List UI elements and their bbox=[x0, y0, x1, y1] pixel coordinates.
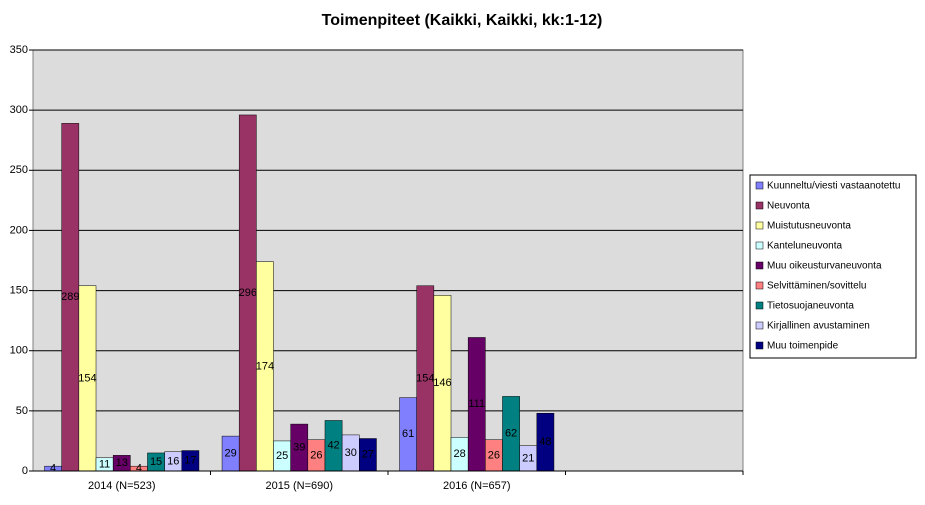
chart-title: Toimenpiteet (Kaikki, Kaikki, kk:1-12) bbox=[322, 12, 603, 29]
legend-swatch bbox=[755, 221, 764, 230]
data-label: 146 bbox=[433, 377, 451, 389]
data-label: 26 bbox=[310, 449, 322, 461]
legend-swatch bbox=[755, 201, 764, 210]
legend-swatch bbox=[755, 341, 764, 350]
data-label: 17 bbox=[184, 455, 196, 467]
y-tick-label: 100 bbox=[10, 345, 28, 357]
data-label: 15 bbox=[150, 456, 162, 468]
legend-swatch bbox=[755, 301, 764, 310]
data-label: 13 bbox=[116, 457, 128, 469]
data-label: 30 bbox=[345, 447, 357, 459]
legend-label: Kanteluneuvonta bbox=[767, 241, 843, 252]
data-label: 48 bbox=[539, 436, 551, 448]
data-label: 111 bbox=[468, 398, 485, 410]
data-label: 154 bbox=[78, 372, 96, 384]
legend-label: Muu oikeusturvaneuvonta bbox=[767, 261, 882, 272]
x-tick-label: 2014 (N=523) bbox=[88, 480, 156, 492]
data-label: 21 bbox=[522, 452, 534, 464]
data-label: 29 bbox=[224, 447, 236, 459]
legend-swatch bbox=[755, 261, 764, 270]
legend-swatch bbox=[755, 181, 764, 190]
y-tick-label: 350 bbox=[10, 44, 28, 56]
x-tick-label: 2016 (N=657) bbox=[443, 480, 511, 492]
data-label: 61 bbox=[402, 428, 414, 440]
data-label: 289 bbox=[61, 291, 79, 303]
data-label: 4 bbox=[50, 463, 56, 475]
data-label: 28 bbox=[453, 448, 465, 460]
legend-swatch bbox=[755, 321, 764, 330]
legend-swatch bbox=[755, 281, 764, 290]
legend-label: Muistutusneuvonta bbox=[767, 221, 851, 232]
data-label: 296 bbox=[239, 287, 257, 299]
data-label: 25 bbox=[276, 450, 288, 462]
y-tick-label: 250 bbox=[10, 164, 28, 176]
legend-label: Kirjallinen avustaminen bbox=[767, 321, 870, 332]
data-label: 62 bbox=[505, 428, 517, 440]
plot-area bbox=[32, 49, 744, 472]
legend-label: Tietosuojaneuvonta bbox=[767, 301, 854, 312]
legend-label: Muu toimenpide bbox=[767, 341, 839, 352]
legend-label: Kuunneltu/viesti vastaanotettu bbox=[767, 181, 900, 192]
data-label: 16 bbox=[167, 455, 179, 467]
y-tick-label: 300 bbox=[10, 104, 28, 116]
data-label: 27 bbox=[362, 449, 374, 461]
legend-label: Neuvonta bbox=[767, 201, 810, 212]
y-tick-label: 0 bbox=[22, 465, 28, 477]
data-label: 174 bbox=[256, 360, 274, 372]
data-label: 26 bbox=[488, 449, 500, 461]
data-label: 154 bbox=[416, 372, 434, 384]
data-label: 39 bbox=[293, 441, 305, 453]
data-label: 11 bbox=[99, 458, 110, 470]
legend-label: Selvittäminen/sovittelu bbox=[767, 281, 867, 292]
y-tick-label: 150 bbox=[10, 284, 28, 296]
data-label: 4 bbox=[136, 463, 142, 475]
x-tick-label: 2015 (N=690) bbox=[265, 480, 333, 492]
y-tick-label: 200 bbox=[10, 224, 28, 236]
y-tick-label: 50 bbox=[16, 405, 28, 417]
data-label: 42 bbox=[327, 440, 339, 452]
legend-swatch bbox=[755, 241, 764, 250]
legend-box bbox=[749, 174, 917, 359]
